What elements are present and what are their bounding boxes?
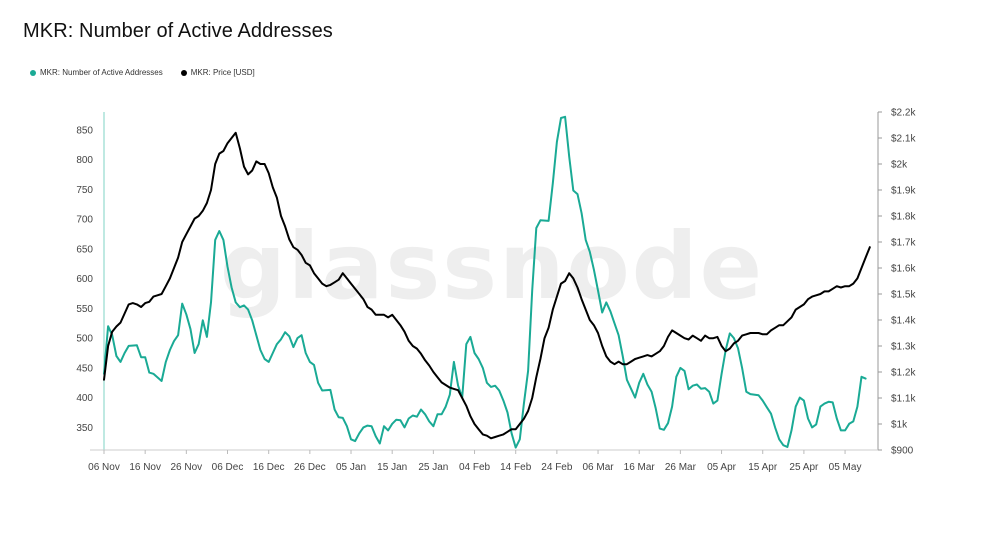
y-right-tick-label: $2.2k [891, 108, 916, 119]
x-tick-label: 16 Nov [129, 462, 161, 473]
x-tick-label: 26 Nov [170, 462, 202, 473]
x-tick-label: 15 Jan [377, 462, 407, 473]
y-right-tick-label: $1.4k [891, 316, 916, 327]
y-left-tick-label: 400 [76, 393, 93, 404]
x-tick-label: 26 Mar [665, 462, 697, 473]
x-tick-label: 15 Apr [748, 462, 778, 473]
y-right-tick-label: $1.5k [891, 290, 916, 301]
x-tick-label: 14 Feb [500, 462, 532, 473]
legend-dot-addresses [30, 69, 36, 76]
y-left-tick-label: 850 [76, 125, 93, 136]
x-tick-label: 16 Dec [253, 462, 285, 473]
y-left-tick-label: 450 [76, 363, 93, 374]
y-left-tick-label: 600 [76, 274, 93, 285]
y-right-tick-label: $1.3k [891, 342, 916, 353]
y-right-tick-label: $1.9k [891, 186, 916, 197]
x-tick-label: 06 Mar [582, 462, 614, 473]
x-tick-label: 04 Feb [459, 462, 491, 473]
series-line-active-addresses[interactable] [103, 115, 867, 449]
x-tick-label: 26 Dec [294, 462, 326, 473]
y-right-tick-label: $1.6k [891, 264, 916, 275]
watermark: glassnode [220, 213, 764, 320]
legend-item-addresses[interactable]: MKR: Number of Active Addresses [30, 68, 163, 77]
x-tick-label: 06 Nov [88, 462, 120, 473]
x-tick-label: 06 Dec [212, 462, 244, 473]
y-right-tick-label: $1.1k [891, 394, 916, 405]
y-right-tick-label: $1.8k [891, 212, 916, 223]
y-left-tick-label: 650 [76, 244, 93, 255]
y-left-tick-label: 350 [76, 423, 93, 434]
axes: 350 400 450 500 550 600 650 700 750 800 850 $900 $1k… [76, 108, 916, 474]
legend-label-price: MKR: Price [USD] [190, 68, 255, 77]
x-tick-label: 05 Apr [707, 462, 737, 473]
y-right-tick-label: $2.1k [891, 134, 916, 145]
series-line-price[interactable] [103, 131, 871, 440]
y-left-tick-label: 800 [76, 155, 93, 166]
y-right-tick-label: $1.2k [891, 368, 916, 379]
y-right-tick-label: $2k [891, 160, 908, 171]
x-tick-label: 25 Jan [418, 462, 448, 473]
chart-title: MKR: Number of Active Addresses [23, 20, 333, 42]
legend-label-addresses: MKR: Number of Active Addresses [40, 68, 163, 77]
x-tick-label: 05 May [829, 462, 862, 473]
y-left-tick-label: 550 [76, 304, 93, 315]
y-left-tick-label: 750 [76, 185, 93, 196]
x-tick-label: 16 Mar [624, 462, 656, 473]
series-layer [103, 115, 871, 449]
legend-item-price[interactable]: MKR: Price [USD] [180, 68, 255, 77]
x-tick-label: 24 Feb [541, 462, 573, 473]
y-right-tick-label: $1.7k [891, 238, 916, 249]
x-tick-label: 05 Jan [336, 462, 366, 473]
y-right-tick-label: $1k [891, 420, 908, 431]
y-right-tick-label: $900 [891, 446, 914, 457]
x-tick-label: 25 Apr [789, 462, 819, 473]
y-left-tick-label: 700 [76, 215, 93, 226]
y-left-tick-label: 500 [76, 334, 93, 345]
legend-dot-price [180, 69, 187, 76]
legend: MKR: Number of Active Addresses MKR: Pri… [30, 68, 255, 77]
